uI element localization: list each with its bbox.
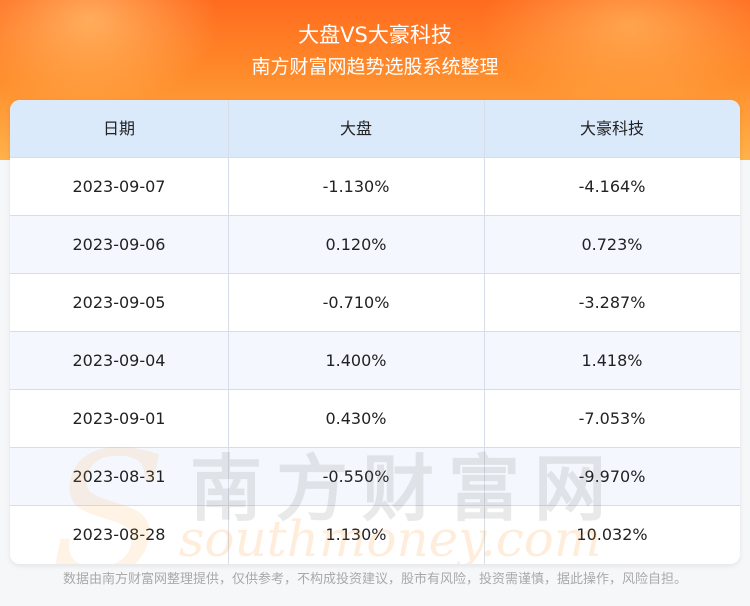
cell-date: 2023-08-31	[72, 467, 166, 486]
data-table: 日期 大盘 大豪科技 2023-09-07 -1.130% -4.164% 20…	[10, 100, 740, 564]
table-row: 2023-09-05 -0.710% -3.287%	[10, 274, 740, 332]
watermark-cn: 南方财富网	[189, 446, 620, 531]
watermark-logo-s: S	[50, 416, 167, 564]
cell-date: 2023-09-05	[72, 293, 166, 312]
cell-stock-change: -7.053%	[578, 409, 646, 428]
cell-stock-change: 1.418%	[581, 351, 643, 370]
table-row: 2023-09-06 0.120% 0.723%	[10, 216, 740, 274]
cell-date: 2023-09-04	[72, 351, 166, 370]
table-row: 2023-08-28 1.130% 10.032%	[10, 506, 740, 564]
cell-stock-change: 10.032%	[576, 525, 648, 544]
cell-stock-change: -4.164%	[578, 177, 646, 196]
cell-stock-change: -9.970%	[578, 467, 646, 486]
cell-market-change: -1.130%	[322, 177, 390, 196]
cell-date: 2023-08-28	[72, 525, 166, 544]
column-header-date: 日期	[102, 119, 135, 138]
cell-date: 2023-09-07	[72, 177, 166, 196]
column-divider	[228, 100, 229, 564]
table-header-row: 日期 大盘 大豪科技	[10, 100, 740, 158]
cell-date: 2023-09-06	[72, 235, 166, 254]
table-row: 2023-09-01 0.430% -7.053%	[10, 390, 740, 448]
cell-market-change: 0.120%	[325, 235, 387, 254]
cell-market-change: -0.710%	[322, 293, 390, 312]
disclaimer-text: 数据由南方财富网整理提供，仅供参考，不构成投资建议，股市有风险，投资需谨慎，据此…	[62, 572, 687, 587]
cell-market-change: 1.130%	[325, 525, 387, 544]
page-subtitle: 南方财富网趋势选股系统整理	[251, 56, 499, 78]
cell-stock-change: -3.287%	[578, 293, 646, 312]
column-header-market: 大盘	[339, 119, 372, 138]
table-row: 2023-09-04 1.400% 1.418%	[10, 332, 740, 390]
cell-market-change: -0.550%	[322, 467, 390, 486]
cell-date: 2023-09-01	[72, 409, 166, 428]
watermark-en: southmoney.com	[178, 510, 602, 564]
page-title: 大盘VS大豪科技	[298, 23, 452, 47]
column-divider	[484, 100, 485, 564]
cell-market-change: 0.430%	[325, 409, 387, 428]
cell-stock-change: 0.723%	[581, 235, 643, 254]
column-header-stock: 大豪科技	[579, 119, 644, 138]
table-row: 2023-08-31 -0.550% -9.970%	[10, 448, 740, 506]
cell-market-change: 1.400%	[325, 351, 387, 370]
table-row: 2023-09-07 -1.130% -4.164%	[10, 158, 740, 216]
